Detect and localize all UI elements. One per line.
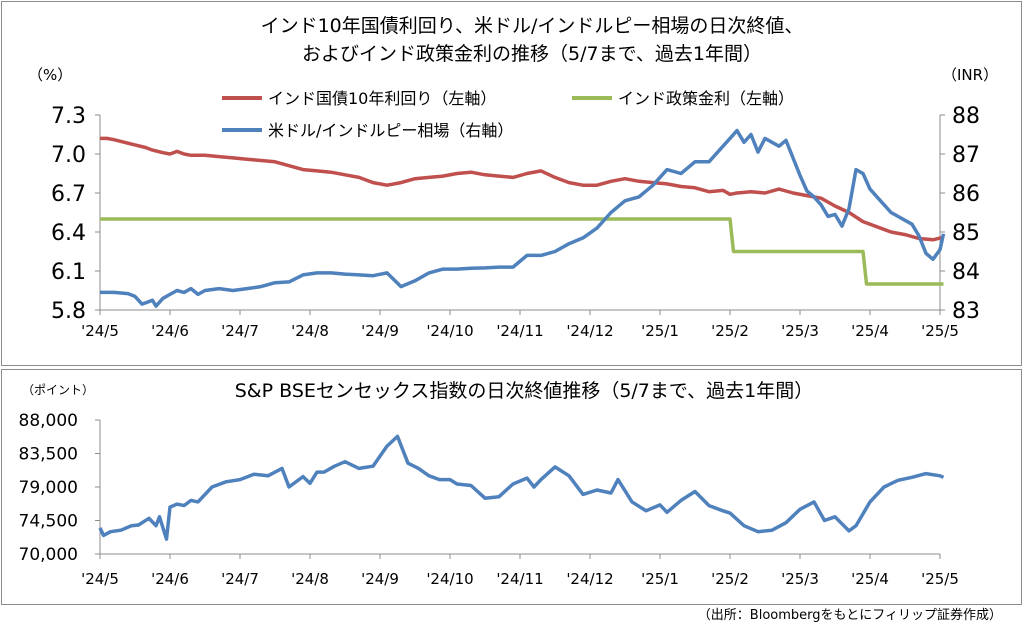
chart1-title-line1: インド10年国債利回り、米ドル/インドルピー相場の日次終値、 [261, 15, 804, 37]
chart2-x-tick-label: '24/5 [81, 570, 119, 588]
chart2-y-tick-label: 88,000 [19, 411, 78, 431]
chart1-right-unit: （INR） [942, 66, 998, 84]
chart2-x-tick-label: '25/4 [851, 570, 889, 588]
chart1-x-tick-label: '24/11 [496, 322, 543, 340]
chart1-x-tick-label: '25/2 [711, 322, 749, 340]
chart2-x-tick-label: '25/3 [781, 570, 819, 588]
source-note: （出所：Bloombergをもとにフィリップ証券作成） [697, 608, 1002, 623]
chart1-left-tick-label: 6.7 [51, 182, 86, 207]
chart1-right-tick-label: 87 [952, 143, 980, 168]
chart1-x-tick-label: '24/8 [291, 322, 329, 340]
chart1-x-tick-label: '24/9 [361, 322, 399, 340]
chart1-x-tick-label: '25/5 [921, 322, 959, 340]
chart1-right-tick-label: 88 [952, 104, 980, 129]
chart1-right-tick-label: 83 [952, 299, 980, 324]
chart1-left-tick-label: 6.4 [51, 221, 86, 246]
chart1-left-tick-label: 7.3 [51, 104, 86, 129]
chart2-x-tick-label: '25/1 [641, 570, 679, 588]
chart1-x-tick-label: '24/6 [151, 322, 189, 340]
chart1-x-tick-label: '24/5 [81, 322, 119, 340]
chart2-x-tick-label: '24/11 [496, 570, 543, 588]
legend-policy-label: インド政策金利（左軸） [618, 89, 794, 108]
chart1-x-tick-label: '25/3 [781, 322, 819, 340]
chart2-x-tick-label: '24/12 [566, 570, 613, 588]
chart2-y-tick-label: 83,500 [19, 445, 78, 465]
chart1-left-unit: （%） [28, 66, 72, 84]
chart2-y-tick-label: 70,000 [19, 545, 78, 565]
chart2-x-tick-label: '24/7 [221, 570, 259, 588]
chart1-left-tick-label: 5.8 [51, 299, 86, 324]
chart2-x-tick-label: '25/2 [711, 570, 749, 588]
chart1-right-tick-label: 84 [952, 260, 980, 285]
bond-yield-line [100, 136, 944, 242]
policy-rate-line [100, 217, 944, 286]
chart1-x-tick-label: '24/7 [221, 322, 259, 340]
chart1-x-tick-label: '24/12 [566, 322, 613, 340]
chart1-right-tick-label: 86 [952, 182, 980, 207]
chart1-x-tick-label: '25/1 [641, 322, 679, 340]
chart1-left-tick-label: 6.1 [51, 260, 86, 285]
chart2-y-tick-label: 79,000 [19, 478, 78, 498]
legend-fx-label: 米ドル/インドルピー相場（右軸） [268, 121, 513, 140]
chart2-plot: 70,000 74,500 79,000 83,500 88,000 '24/5 '24/6… [19, 411, 959, 588]
chart2-y-tick-label: 74,500 [19, 512, 78, 532]
chart1-x-tick-label: '24/10 [426, 322, 473, 340]
usd-inr-line [100, 128, 946, 308]
chart1-right-tick-label: 85 [952, 221, 980, 246]
sensex-line [98, 434, 945, 541]
chart2-x-tick-label: '24/10 [426, 570, 473, 588]
chart1-x-tick-label: '25/4 [851, 322, 889, 340]
chart2-x-tick-label: '24/8 [291, 570, 329, 588]
chart1-plot: 5.8 6.1 6.4 6.7 7.0 7.3 83 84 85 86 87 88 '24/5 '24/6… [51, 104, 980, 340]
chart2-x-tick-label: '24/6 [151, 570, 189, 588]
chart2-title: S&P BSEセンセックス指数の日次終値推移（5/7まで、過去1年間） [235, 380, 813, 402]
chart1-title-line2: およびインド政策金利の推移（5/7まで、過去1年間） [302, 43, 762, 65]
chart2-x-tick-label: '24/9 [361, 570, 399, 588]
legend-bond-label: インド国債10年利回り（左軸） [268, 89, 496, 108]
chart1-left-tick-label: 7.0 [51, 143, 86, 168]
chart2-x-tick-label: '25/5 [921, 570, 959, 588]
chart2-y-unit: （ポイント） [22, 383, 94, 397]
